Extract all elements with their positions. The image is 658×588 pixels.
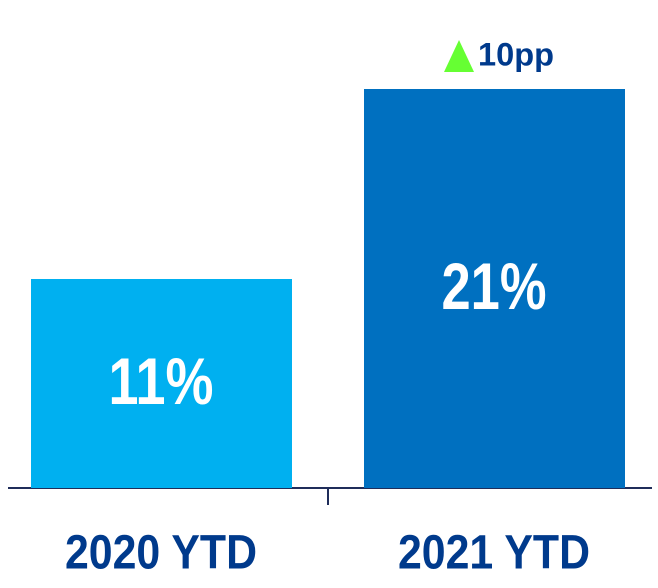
- up-arrow-icon: [444, 40, 474, 72]
- x-tick-label: 2021 YTD: [398, 527, 590, 580]
- annotation: 10pp: [478, 36, 554, 72]
- bar: [31, 279, 292, 488]
- bar: [364, 89, 625, 488]
- x-tick-label: 2020 YTD: [65, 527, 257, 580]
- data-label: 11%: [109, 344, 214, 418]
- data-label: 21%: [442, 249, 547, 323]
